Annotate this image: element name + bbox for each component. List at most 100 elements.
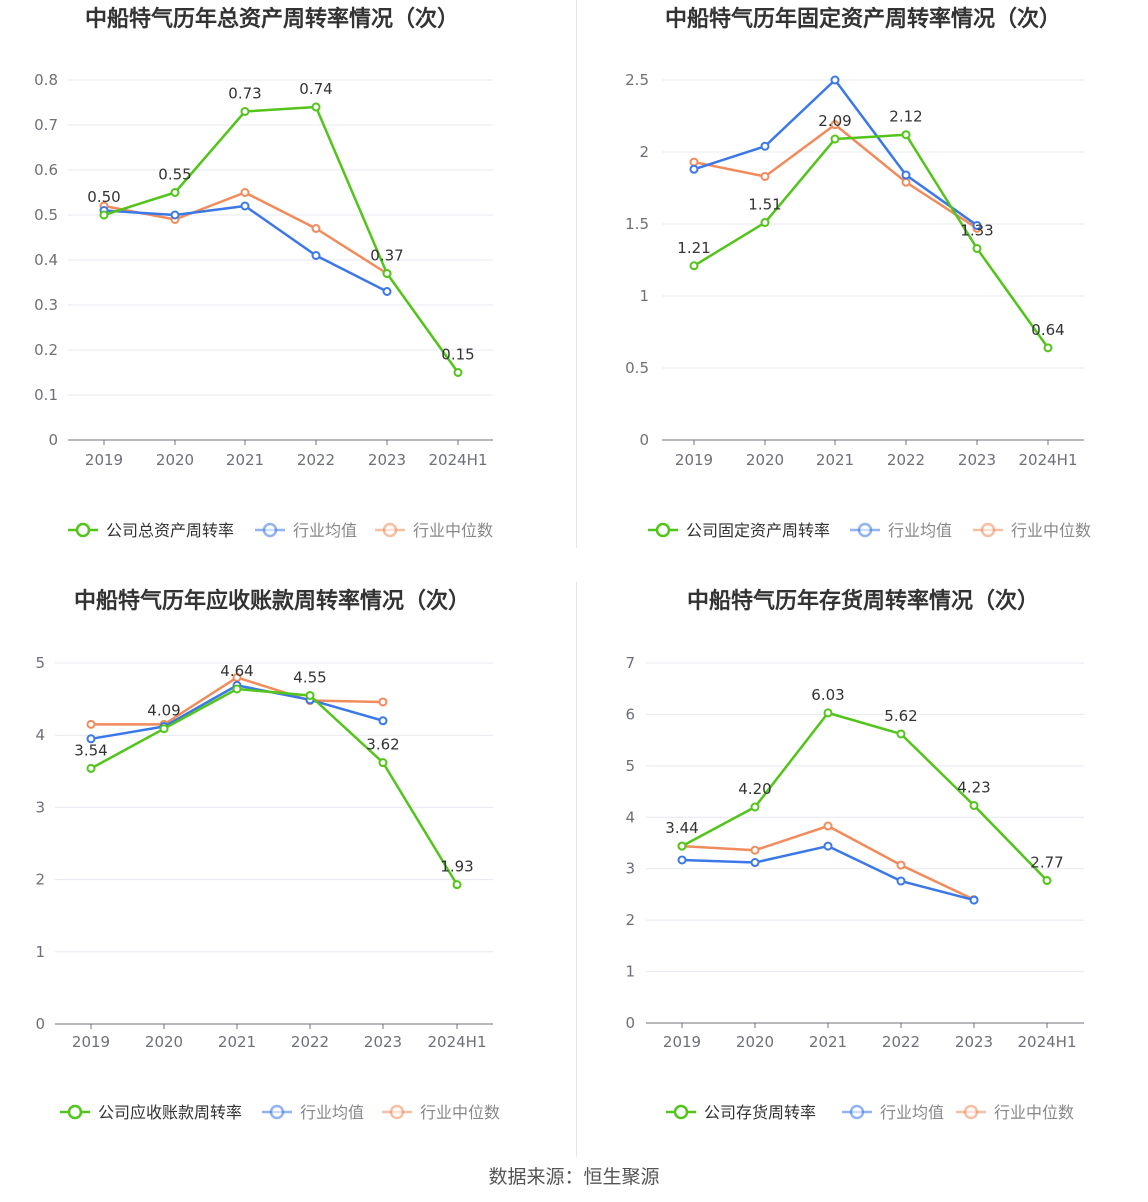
y-tick-label: 0.8	[34, 71, 58, 89]
x-tick-label: 2022	[887, 451, 925, 469]
x-tick-label: 2024H1	[428, 1033, 487, 1051]
data-point	[99, 210, 109, 220]
legend-label: 公司固定资产周转率	[686, 521, 830, 540]
legend-item[interactable]: 行业均值	[842, 1103, 944, 1122]
series-line	[90, 687, 459, 886]
data-point	[305, 690, 315, 700]
y-tick-label: 1	[625, 963, 635, 981]
legend-item[interactable]: 公司固定资产周转率	[648, 521, 830, 540]
y-tick-label: 2	[35, 871, 45, 889]
y-tick-label: 0.7	[34, 116, 58, 134]
data-label: 0.37	[370, 247, 403, 265]
y-tick-label: 0	[48, 431, 58, 449]
data-source-note: 数据来源：恒生聚源	[488, 1166, 660, 1188]
data-label: 1.21	[677, 239, 710, 257]
data-point	[1042, 876, 1052, 886]
data-point	[240, 201, 250, 211]
legend-item[interactable]: 行业均值	[255, 521, 357, 540]
data-point	[896, 729, 906, 739]
vertical-divider	[576, 582, 577, 1157]
data-point	[1043, 343, 1053, 353]
legend-marker	[655, 522, 671, 538]
data-point	[760, 141, 770, 151]
y-tick-label: 0.2	[34, 341, 58, 359]
data-label: 3.62	[366, 736, 399, 754]
y-tick-label: 5	[625, 757, 635, 775]
legend-label: 行业均值	[293, 521, 357, 540]
data-point	[240, 188, 250, 197]
data-label: 0.64	[1031, 321, 1064, 339]
chart-title: 中船特气历年存货周转率情况（次）	[687, 588, 1039, 614]
data-point	[378, 758, 388, 768]
y-tick-label: 1	[35, 943, 45, 961]
legend-item[interactable]: 行业均值	[262, 1103, 364, 1122]
data-point	[240, 107, 250, 116]
x-tick-label: 2023	[955, 1033, 993, 1051]
data-label: 1.33	[960, 221, 993, 239]
legend-marker	[963, 1104, 979, 1120]
data-point	[823, 841, 833, 851]
y-tick-label: 4	[625, 808, 635, 826]
data-point	[972, 243, 982, 253]
legend-label: 公司总资产周转率	[106, 521, 234, 540]
legend-item[interactable]: 公司应收账款周转率	[60, 1103, 242, 1122]
legend-marker	[857, 522, 873, 538]
x-tick-label: 2022	[297, 451, 335, 469]
x-tick-label: 2024H1	[429, 451, 488, 469]
legend-item[interactable]: 公司总资产周转率	[68, 521, 234, 540]
data-point	[750, 858, 760, 868]
data-point	[311, 102, 321, 112]
series-line	[103, 204, 388, 293]
legend-item[interactable]: 行业中位数	[375, 521, 493, 540]
chart-receivables-turnover: 中船特气历年应收账款周转率情况（次） 0 1 2 3 4 5 2019 2020 2021 2022…	[35, 588, 500, 1122]
data-point	[823, 821, 833, 831]
data-label: 5.62	[884, 707, 917, 725]
data-point	[750, 802, 760, 812]
series-line	[693, 133, 1050, 349]
legend-label: 行业均值	[300, 1103, 364, 1122]
legend-marker	[262, 522, 278, 538]
series-line	[681, 711, 1048, 882]
y-tick-label: 0.5	[625, 359, 649, 377]
x-tick-label: 2021	[226, 451, 264, 469]
data-point	[159, 724, 169, 734]
data-point	[232, 684, 242, 694]
data-label: 0.74	[299, 80, 332, 98]
x-tick-label: 2023	[958, 451, 996, 469]
legend-marker	[673, 1104, 689, 1120]
legend-marker	[382, 522, 398, 538]
legend-item[interactable]: 公司存货周转率	[666, 1103, 816, 1122]
legend-item[interactable]: 行业均值	[850, 521, 952, 540]
data-point	[760, 171, 770, 181]
data-point	[382, 287, 392, 296]
legend-marker	[269, 1104, 285, 1120]
x-tick-label: 2024H1	[1018, 1033, 1077, 1051]
chart-panel-receivables-turnover: 中船特气历年应收账款周转率情况（次） 0 1 2 3 4 5 2019 2020 2021 2022…	[0, 580, 576, 1145]
data-label: 0.73	[228, 85, 261, 103]
data-point	[311, 251, 321, 260]
y-tick-label: 0	[639, 431, 649, 449]
data-point	[901, 177, 911, 187]
data-label: 4.64	[220, 662, 253, 680]
legend-label: 公司存货周转率	[704, 1103, 816, 1122]
data-point	[823, 708, 833, 718]
legend-item[interactable]: 行业中位数	[956, 1103, 1074, 1122]
data-point	[382, 269, 392, 278]
data-label: 1.51	[748, 196, 781, 214]
x-tick-label: 2022	[882, 1033, 920, 1051]
data-point	[760, 218, 770, 228]
x-tick-label: 2022	[291, 1033, 329, 1051]
y-tick-label: 3	[625, 860, 635, 878]
data-label: 0.15	[441, 346, 474, 364]
vertical-divider	[576, 0, 577, 548]
legend-marker	[75, 522, 91, 538]
data-point	[689, 164, 699, 174]
x-tick-label: 2021	[218, 1033, 256, 1051]
x-tick-label: 2021	[816, 451, 854, 469]
y-tick-label: 0.1	[34, 386, 58, 404]
data-label: 1.93	[440, 858, 473, 876]
legend-item[interactable]: 行业中位数	[973, 521, 1091, 540]
y-tick-label: 5	[35, 654, 45, 672]
data-label: 4.55	[293, 668, 326, 686]
legend-item[interactable]: 行业中位数	[382, 1103, 500, 1122]
